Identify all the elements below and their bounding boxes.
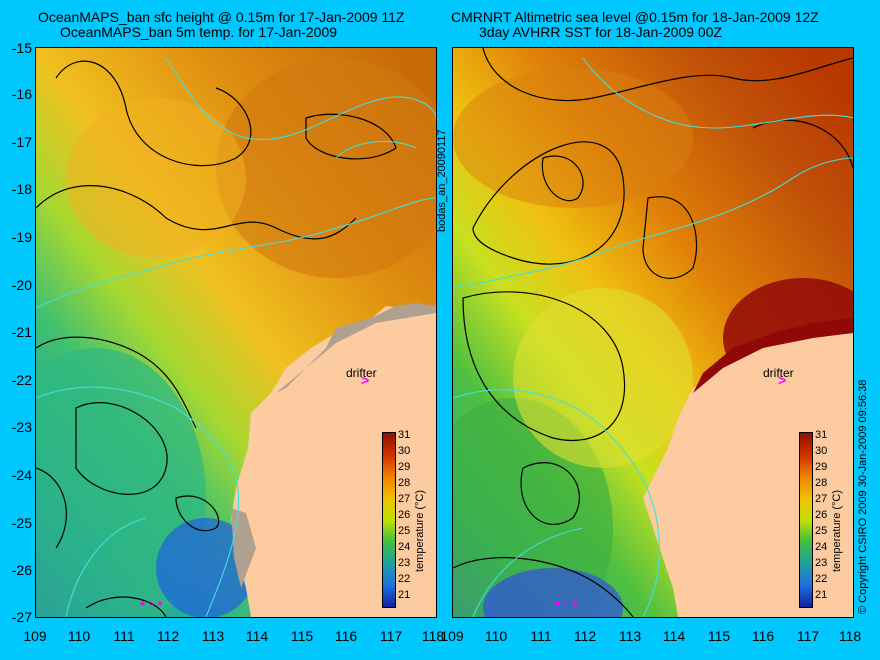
left-drifter-track: • ◦ • xyxy=(140,595,163,611)
colorbar-tick: 26 xyxy=(398,509,411,521)
colorbar-tick: 31 xyxy=(398,429,411,441)
right-drifter-track: • ◦ • xyxy=(555,595,578,611)
y-tick: -24 xyxy=(11,467,32,483)
right-drifter-label: drifter xyxy=(763,366,794,380)
x-tick: 111 xyxy=(530,628,552,644)
right-title-line1: CMRNRT Altimetric sea level @0.15m for 1… xyxy=(451,9,819,25)
x-tick: 109 xyxy=(23,628,47,644)
left-map-panel xyxy=(35,47,437,618)
y-tick: -27 xyxy=(11,609,32,625)
colorbar-tick: 22 xyxy=(815,573,828,585)
colorbar-tick: 27 xyxy=(815,493,828,505)
left-title-line1: OceanMAPS_ban sfc height @ 0.15m for 17-… xyxy=(38,9,405,25)
left-colorbar xyxy=(382,432,396,608)
colorbar-tick: 24 xyxy=(815,541,828,553)
x-tick: 114 xyxy=(662,628,686,644)
run-id-label: bodas_an_20090117 xyxy=(436,129,448,232)
x-tick: 117 xyxy=(796,628,820,644)
colorbar-tick: 21 xyxy=(815,589,828,601)
y-tick: -21 xyxy=(11,324,32,340)
left-colorbar-title: temperature (°C) xyxy=(414,489,426,572)
x-tick: 116 xyxy=(751,628,775,644)
left-map xyxy=(36,48,436,617)
x-tick: 118 xyxy=(838,628,862,644)
colorbar-tick: 23 xyxy=(398,557,411,569)
x-tick: 113 xyxy=(618,628,642,644)
right-map-panel xyxy=(452,47,854,618)
colorbar-tick: 27 xyxy=(398,493,411,505)
colorbar-tick: 29 xyxy=(398,461,411,473)
y-tick: -19 xyxy=(11,229,32,245)
copyright-label: © Copyright CSIRO 2009 30-Jan-2009 09:56… xyxy=(857,379,869,614)
x-tick: 110 xyxy=(484,628,508,644)
colorbar-tick: 25 xyxy=(815,525,828,537)
x-tick: 115 xyxy=(290,628,314,644)
left-drifter-label: drifter xyxy=(346,366,377,380)
right-drifter-marker: > xyxy=(778,372,787,388)
colorbar-tick: 26 xyxy=(815,509,828,521)
colorbar-tick: 30 xyxy=(398,445,411,457)
colorbar-tick: 25 xyxy=(398,525,411,537)
isobaths xyxy=(453,57,853,617)
colorbar-tick: 24 xyxy=(398,541,411,553)
x-tick: 111 xyxy=(113,628,135,644)
y-tick: -25 xyxy=(11,515,32,531)
colorbar-tick: 29 xyxy=(815,461,828,473)
colorbar-tick: 28 xyxy=(815,477,828,489)
x-tick: 109 xyxy=(440,628,464,644)
x-tick: 112 xyxy=(573,628,597,644)
x-tick: 118 xyxy=(421,628,445,644)
right-colorbar xyxy=(799,432,813,608)
y-tick: -18 xyxy=(11,181,32,197)
x-tick: 110 xyxy=(67,628,91,644)
x-tick: 117 xyxy=(379,628,403,644)
colorbar-tick: 23 xyxy=(815,557,828,569)
x-tick: 115 xyxy=(707,628,731,644)
colorbar-tick: 31 xyxy=(815,429,828,441)
y-tick: -26 xyxy=(11,562,32,578)
colorbar-tick: 22 xyxy=(398,573,411,585)
right-map xyxy=(453,48,853,617)
right-title-line2: 3day AVHRR SST for 18-Jan-2009 00Z xyxy=(479,24,723,40)
sea-level-contours xyxy=(453,48,853,617)
x-tick: 113 xyxy=(201,628,225,644)
y-tick: -22 xyxy=(11,372,32,388)
y-tick: -20 xyxy=(11,277,32,293)
x-tick: 116 xyxy=(334,628,358,644)
left-drifter-marker: > xyxy=(361,372,370,388)
y-tick: -16 xyxy=(11,86,32,102)
x-tick: 114 xyxy=(245,628,269,644)
x-tick: 112 xyxy=(156,628,180,644)
right-colorbar-title: temperature (°C) xyxy=(831,489,843,572)
y-tick: -23 xyxy=(11,419,32,435)
left-title-line2: OceanMAPS_ban 5m temp. for 17-Jan-2009 xyxy=(60,24,338,40)
y-tick: -15 xyxy=(11,40,32,56)
y-tick: -17 xyxy=(11,134,32,150)
colorbar-tick: 28 xyxy=(398,477,411,489)
isobaths xyxy=(36,57,436,617)
colorbar-tick: 30 xyxy=(815,445,828,457)
colorbar-tick: 21 xyxy=(398,589,411,601)
